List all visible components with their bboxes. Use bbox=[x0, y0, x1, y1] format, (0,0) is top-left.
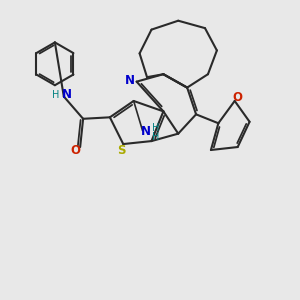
Text: N: N bbox=[62, 88, 72, 101]
Text: H: H bbox=[52, 90, 59, 100]
Text: N: N bbox=[125, 74, 135, 87]
Text: H: H bbox=[152, 123, 160, 133]
Text: O: O bbox=[232, 91, 242, 104]
Text: N: N bbox=[141, 125, 151, 138]
Text: S: S bbox=[118, 144, 126, 157]
Text: H: H bbox=[152, 132, 160, 142]
Text: O: O bbox=[71, 144, 81, 157]
